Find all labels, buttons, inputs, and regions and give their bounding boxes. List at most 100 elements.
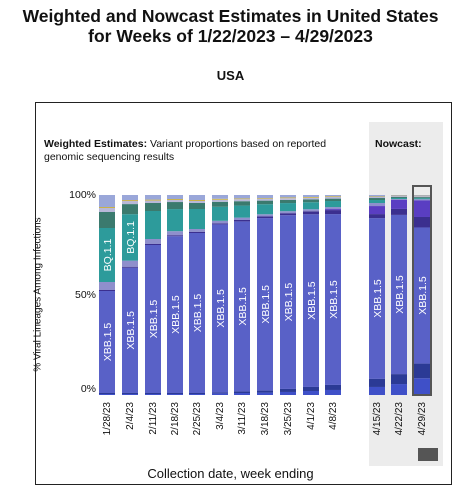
bar-segment — [391, 195, 407, 197]
bar-segment — [280, 391, 296, 395]
bar-segment — [145, 393, 161, 394]
bar-segment — [369, 203, 385, 207]
bar-segment — [212, 224, 228, 393]
bar-segment — [391, 196, 407, 198]
bar-segment — [167, 199, 183, 201]
weighted-heading: Weighted Estimates: Variant proportions … — [44, 138, 354, 164]
bar-segment — [303, 211, 319, 215]
x-tick-label: 4/1/23 — [306, 402, 317, 430]
bar-segment — [189, 195, 205, 200]
bar-segment — [325, 384, 341, 390]
bar-segment — [414, 197, 430, 199]
x-tick-label: 4/15/23 — [372, 402, 383, 436]
x-tick-label: 2/4/23 — [125, 402, 136, 430]
bar-segment — [189, 229, 205, 232]
bar-label: XBB.1.5 — [372, 279, 384, 318]
nowcast-highlight — [412, 185, 432, 396]
bar-segment — [234, 393, 250, 395]
weighted-heading-text: Variant proportions based on reported ge… — [44, 138, 327, 163]
bar-segment — [145, 195, 161, 200]
bar-segment — [369, 378, 385, 387]
bar-segment — [325, 389, 341, 395]
bar-segment — [122, 201, 138, 205]
bar-segment — [391, 214, 407, 375]
bar-label: XBB.1.5 — [417, 276, 429, 315]
bar-segment — [280, 199, 296, 204]
x-tick-label: 1/28/23 — [102, 402, 113, 436]
y-tick-label: 0% — [80, 383, 96, 395]
bar-segment — [303, 386, 319, 391]
bar-segment — [325, 210, 341, 215]
bar-segment — [391, 195, 407, 196]
bar-segment — [122, 204, 138, 215]
bar-segment — [145, 211, 161, 239]
bar-segment — [280, 388, 296, 392]
bar-segment — [167, 392, 183, 394]
bar-segment — [325, 197, 341, 199]
bar-segment — [167, 209, 183, 232]
bar-segment — [189, 209, 205, 229]
bar-segment — [303, 214, 319, 387]
bar-segment — [414, 216, 430, 228]
bar-segment — [303, 197, 319, 200]
bar-segment — [280, 203, 296, 212]
bar-segment — [234, 391, 250, 393]
bar-segment — [414, 199, 430, 201]
bar-segment — [391, 199, 407, 209]
x-tick-label: 4/22/23 — [394, 402, 405, 436]
bar-segment — [212, 195, 228, 199]
bar-segment — [369, 196, 385, 198]
x-tick-label: 3/11/23 — [237, 402, 248, 435]
bar-label: XBB.1.5 — [237, 287, 249, 326]
bar-segment — [257, 200, 273, 205]
bar-segment — [369, 195, 385, 197]
bar-segment — [391, 197, 407, 199]
bar-segment — [212, 392, 228, 394]
bar-segment — [369, 218, 385, 379]
bar-segment — [369, 214, 385, 219]
bar-segment — [303, 390, 319, 395]
bar-label: XBB.1.5 — [148, 300, 160, 339]
bar-segment — [212, 206, 228, 221]
region-label: USA — [216, 68, 245, 83]
bar-label: XBB.1.5 — [306, 281, 318, 320]
x-axis-label: Collection date, week ending — [147, 466, 314, 481]
bar-segment — [99, 195, 115, 207]
x-tick-label: 3/4/23 — [215, 402, 226, 430]
bar-segment — [325, 214, 341, 385]
bar-segment — [369, 200, 385, 204]
bar-segment — [391, 198, 407, 200]
y-tick-label: 50% — [74, 289, 96, 301]
bar-segment — [280, 213, 296, 216]
bar-segment — [99, 394, 115, 395]
bar-segment — [234, 217, 250, 220]
bar-segment — [234, 201, 250, 206]
bar-segment — [257, 392, 273, 395]
bar-segment — [257, 214, 273, 217]
bar-segment — [234, 205, 250, 218]
bar-segment — [257, 216, 273, 219]
bar-segment — [280, 197, 296, 199]
bar-segment — [99, 207, 115, 208]
chart-title-line1: Weighted and Nowcast Estimates in United… — [22, 6, 439, 26]
bar-label: XBB.1.5 — [260, 285, 272, 324]
x-tick-label: 4/29/23 — [417, 402, 428, 436]
bar-segment — [99, 208, 115, 212]
bar-segment — [391, 384, 407, 395]
bar-segment — [257, 218, 273, 391]
bar-segment — [234, 221, 250, 392]
bar-segment — [99, 393, 115, 394]
bar-segment — [167, 393, 183, 395]
bar-segment — [280, 195, 296, 198]
bar-segment — [325, 196, 341, 198]
x-tick-label: 3/18/23 — [260, 402, 271, 436]
bar-segment — [145, 200, 161, 203]
bar-segment — [303, 197, 319, 198]
bar-segment — [167, 235, 183, 237]
nowcast-heading: Nowcast: — [375, 138, 422, 150]
bar-segment — [189, 393, 205, 394]
bar-segment — [303, 199, 319, 203]
x-tick-label: 2/11/23 — [148, 402, 159, 435]
bar-segment — [122, 214, 138, 261]
bar-segment — [234, 195, 250, 199]
